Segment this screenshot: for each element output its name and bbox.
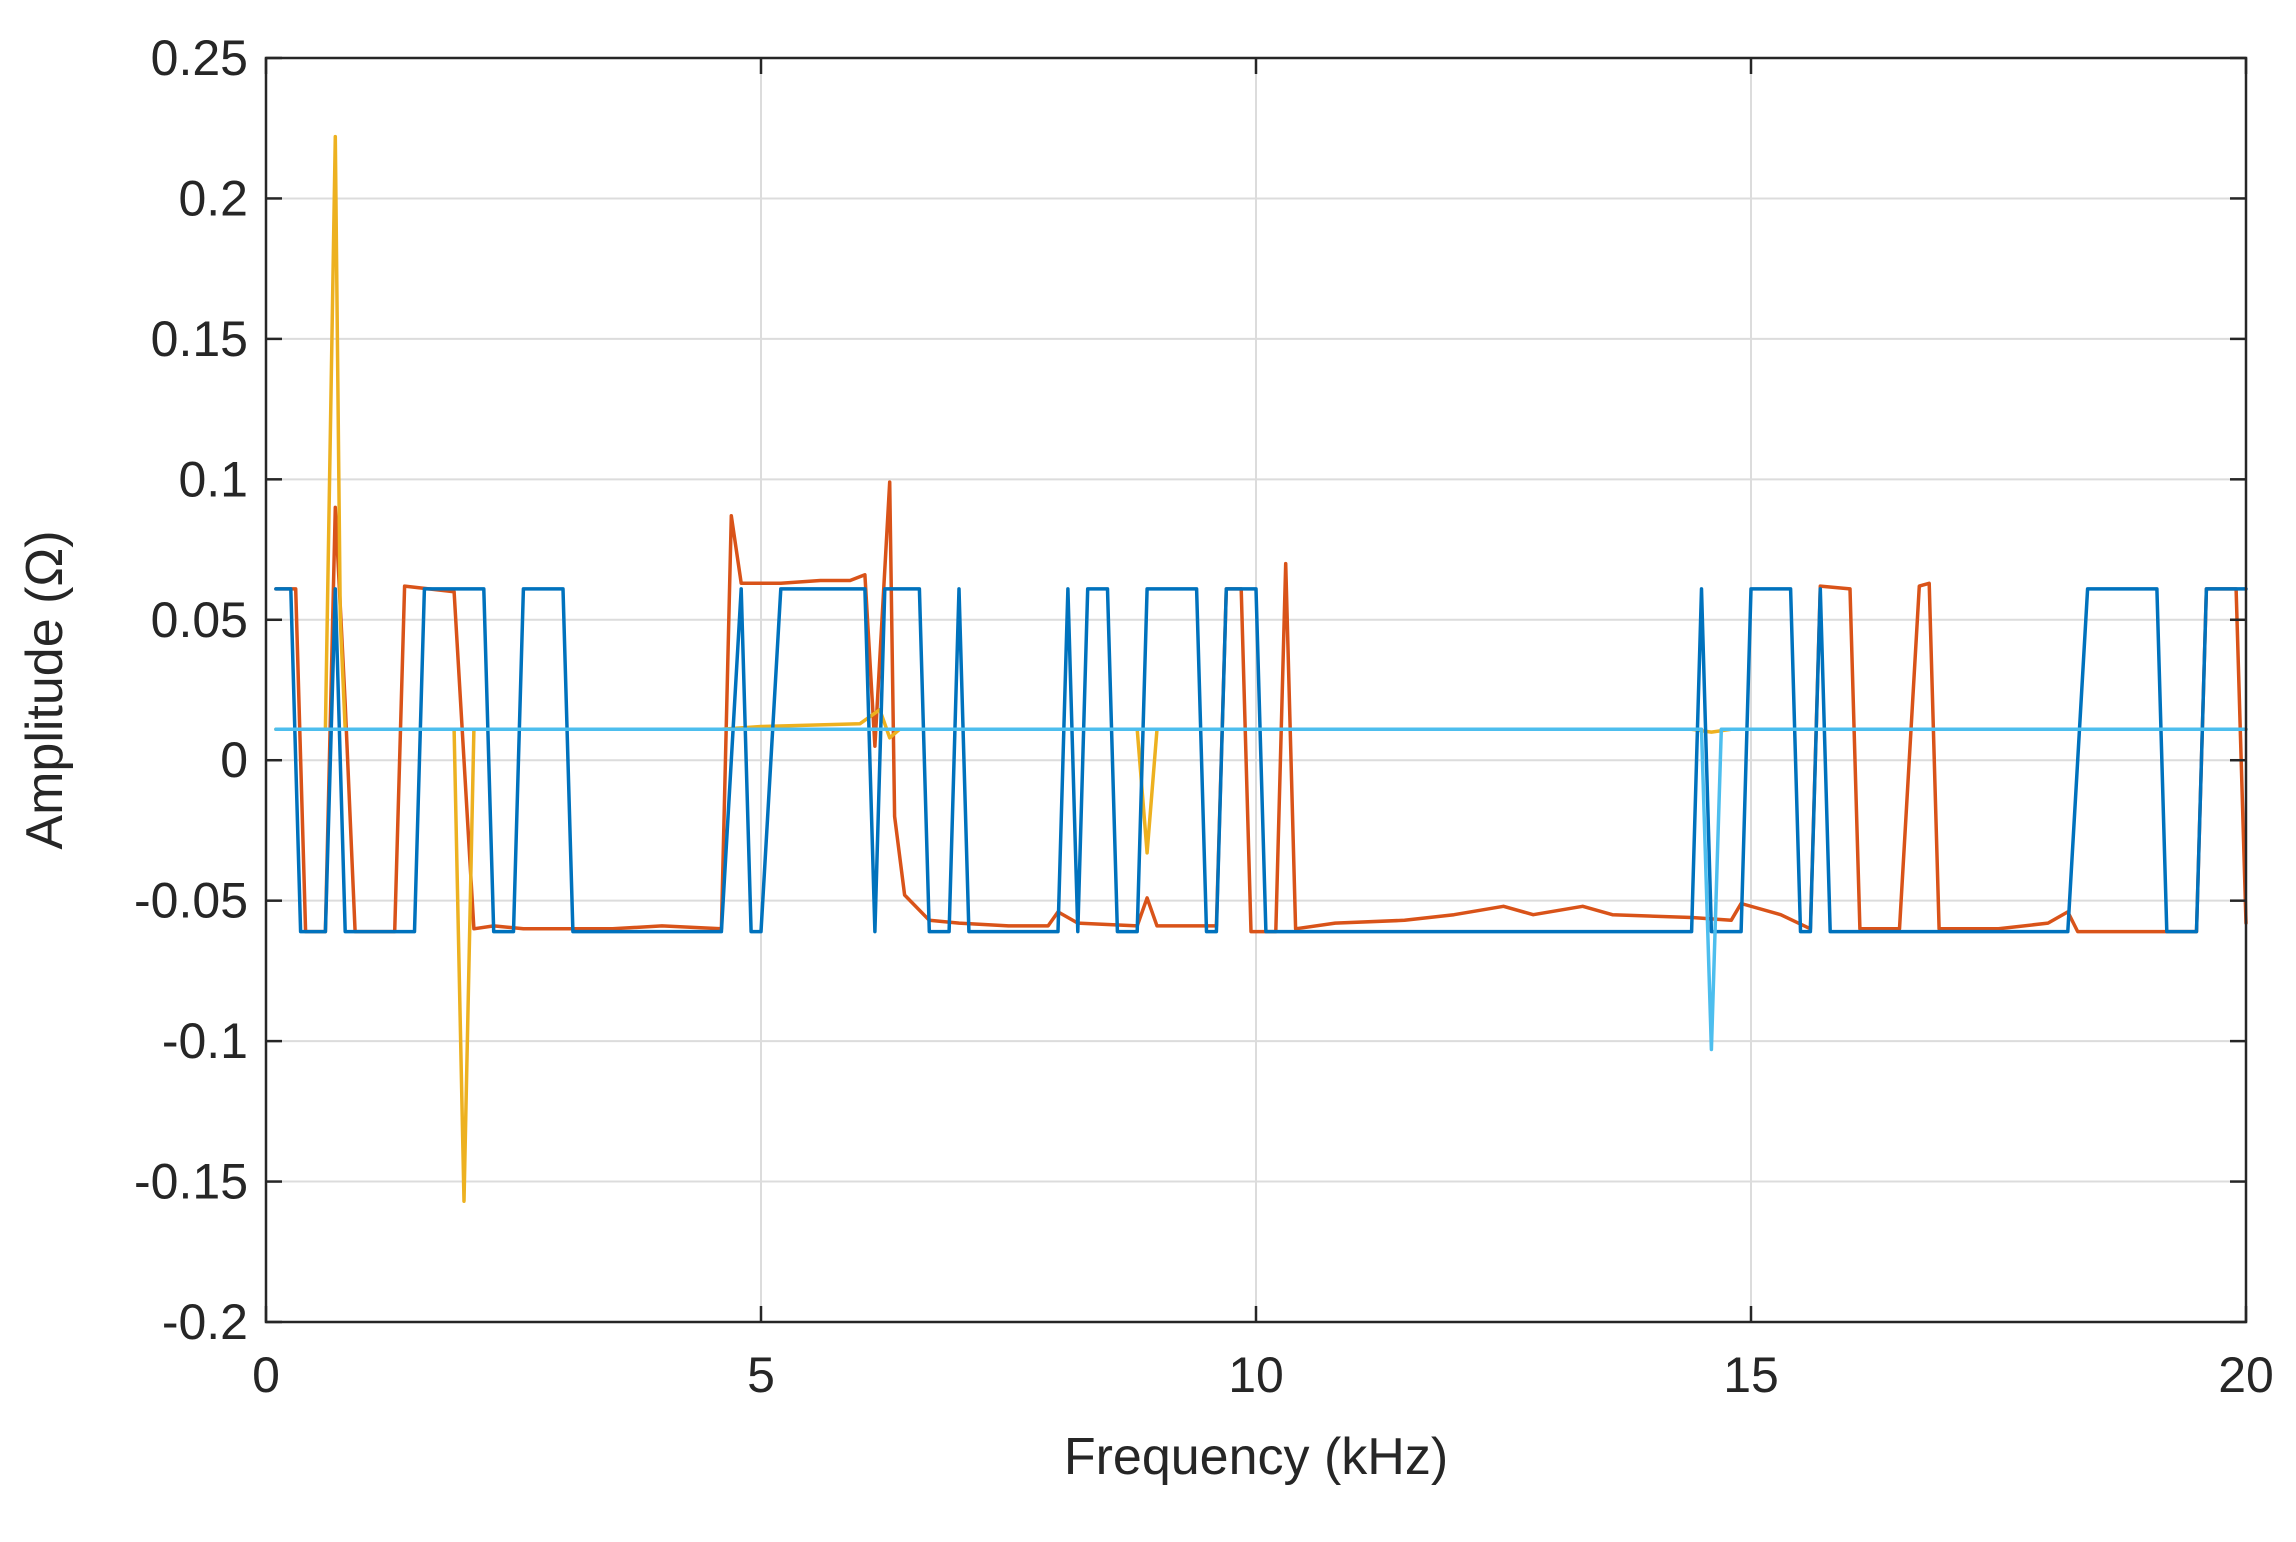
y-tick-label: -0.15 <box>134 1154 248 1210</box>
series-line-1 <box>274 480 2248 934</box>
grid <box>265 57 2247 1323</box>
y-tick-label: 0 <box>220 732 248 788</box>
series-line-3 <box>274 587 2248 934</box>
x-axis-title: Frequency (kHz) <box>1064 1428 1448 1486</box>
series-line-4 <box>274 727 2248 1052</box>
axis-ticks <box>264 56 2248 1324</box>
y-tick-label: 0.2 <box>178 170 248 226</box>
x-tick-label: 10 <box>1228 1347 1284 1403</box>
y-tick-label: -0.2 <box>162 1294 248 1350</box>
x-axis-tick-labels: 0 5 10 15 20 <box>252 1347 2274 1403</box>
y-tick-label: 0.05 <box>151 592 248 648</box>
y-axis-tick-labels: 0.25 0.2 0.15 0.1 0.05 0 -0.05 -0.1 -0.15 -0.2 <box>134 30 248 1350</box>
y-tick-label: -0.1 <box>162 1013 248 1069</box>
y-tick-label: 0.15 <box>151 311 248 367</box>
y-tick-label: 0.25 <box>151 30 248 86</box>
x-tick-label: 20 <box>2218 1347 2274 1403</box>
x-tick-label: 0 <box>252 1347 280 1403</box>
x-tick-label: 5 <box>747 1347 775 1403</box>
y-axis-title: Amplitude (Ω) <box>16 530 74 849</box>
series-group <box>274 134 2248 1203</box>
y-tick-label: 0.1 <box>178 451 248 507</box>
y-tick-label: -0.05 <box>134 873 248 929</box>
x-tick-label: 15 <box>1723 1347 1779 1403</box>
